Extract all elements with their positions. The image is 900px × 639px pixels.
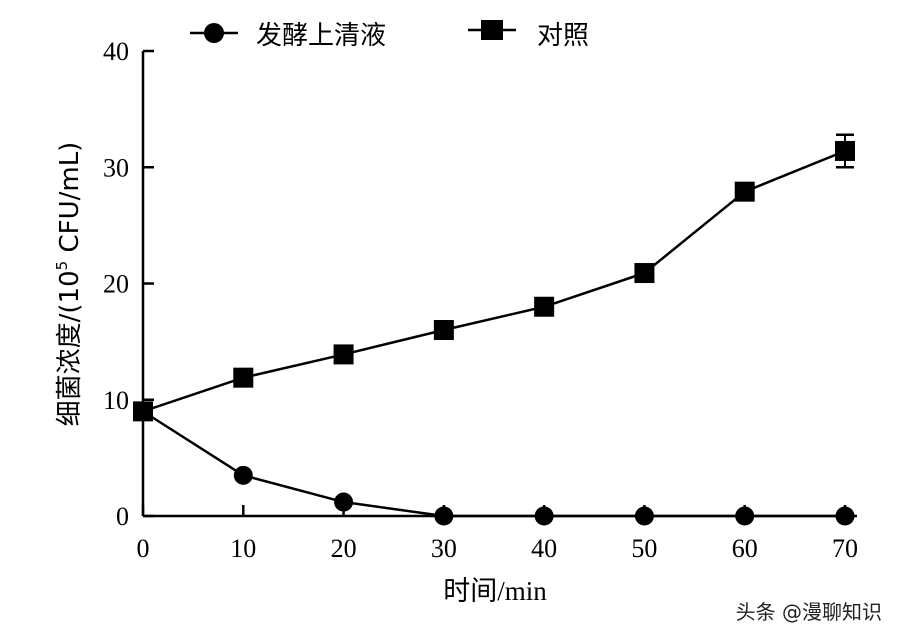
- x-axis-title: 时间/min: [443, 576, 547, 606]
- x-tick-label: 10: [230, 534, 256, 563]
- x-tick-label: 40: [531, 534, 557, 563]
- y-axis-title: 细菌浓度/(105 CFU/mL): [53, 142, 85, 427]
- axes: [141, 51, 857, 518]
- legend-label-fermentation: 发酵上清液: [256, 21, 386, 51]
- circle-marker-icon: [634, 506, 654, 526]
- square-marker-icon: [734, 181, 755, 202]
- y-tick-label: 40: [103, 37, 129, 66]
- y-tick-label: 30: [103, 153, 129, 182]
- watermark: 头条 @漫聊知识: [735, 600, 882, 624]
- series-line-1: [142, 149, 846, 413]
- x-tick-label: 70: [832, 534, 858, 563]
- x-tick-label: 50: [631, 534, 657, 563]
- circle-marker-icon: [534, 506, 554, 526]
- legend: 发酵上清液 对照: [190, 20, 589, 51]
- circle-marker-icon: [204, 23, 224, 43]
- x-tick-label: 30: [431, 534, 457, 563]
- legend-item-fermentation: 发酵上清液: [190, 21, 386, 51]
- legend-item-control: 对照: [468, 20, 589, 51]
- x-axis-ticks: 0 10 20 30 40 50 60 70: [137, 505, 858, 563]
- square-marker-icon: [433, 320, 454, 340]
- circle-marker-icon: [835, 506, 855, 526]
- legend-label-control: 对照: [537, 21, 589, 51]
- square-marker-icon: [835, 140, 855, 161]
- y-tick-label: 10: [103, 386, 129, 415]
- square-marker-icon: [481, 20, 503, 40]
- y-tick-label: 0: [116, 502, 129, 531]
- circle-marker-icon: [233, 465, 253, 485]
- square-marker-icon: [333, 344, 354, 365]
- circle-marker-icon: [735, 506, 755, 526]
- square-marker-icon: [133, 401, 153, 422]
- x-tick-label: 60: [732, 534, 758, 563]
- data-series: [133, 133, 855, 526]
- square-marker-icon: [534, 296, 555, 317]
- series-line-0: [142, 410, 845, 518]
- square-marker-icon: [233, 367, 254, 388]
- x-tick-label: 0: [137, 534, 150, 563]
- y-tick-label: 20: [103, 270, 129, 299]
- y-axis-ticks: 0 10 20 30 40: [103, 37, 154, 531]
- x-tick-label: 20: [331, 534, 357, 563]
- square-marker-icon: [634, 263, 655, 284]
- circle-marker-icon: [334, 492, 354, 512]
- circle-marker-icon: [434, 506, 454, 526]
